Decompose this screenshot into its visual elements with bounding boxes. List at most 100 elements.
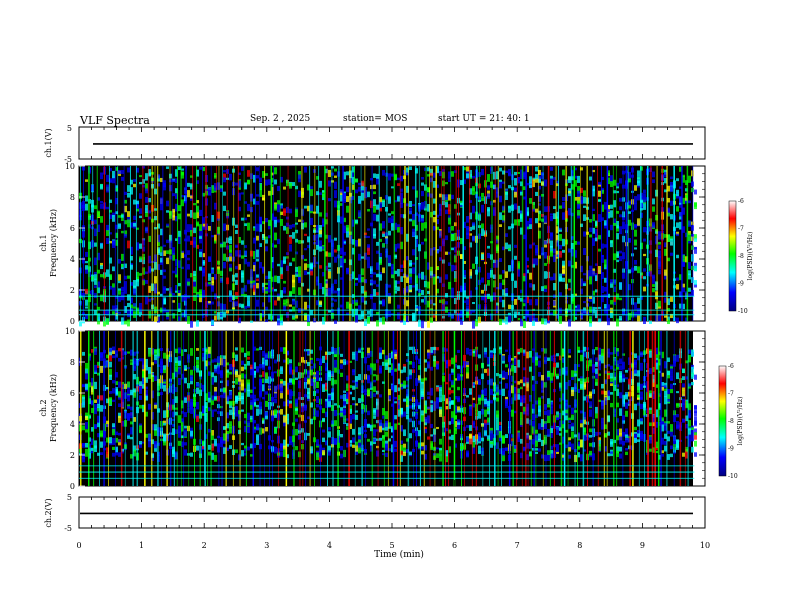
spectral-cell	[175, 366, 178, 372]
spectral-cell	[307, 304, 310, 309]
spectral-cell	[583, 449, 586, 452]
spectral-cell	[340, 203, 343, 206]
spectral-cell	[421, 381, 424, 390]
spectral-cell	[322, 429, 325, 433]
spectral-cell	[358, 195, 361, 204]
spectral-cell	[310, 378, 313, 386]
spectral-cell	[424, 405, 427, 413]
spectral-cell	[391, 426, 394, 433]
spectral-cell	[433, 225, 436, 229]
spectral-cell	[682, 287, 685, 293]
spectral-cell	[352, 428, 355, 435]
spectral-cell	[178, 431, 181, 438]
spectral-cell	[229, 249, 232, 256]
spectral-cell	[544, 252, 547, 259]
spectral-cell	[502, 170, 505, 175]
spectral-cell	[466, 395, 469, 398]
spectral-cell	[463, 167, 466, 171]
spectral-cell	[187, 250, 190, 255]
spectral-cell	[526, 418, 529, 424]
spectral-cell	[598, 354, 601, 362]
spectral-cell	[544, 271, 547, 279]
spectral-cell	[406, 414, 409, 420]
spectral-cell	[454, 232, 457, 241]
spectral-cell	[421, 271, 424, 280]
spectral-cell	[592, 169, 595, 173]
spectral-cell	[388, 310, 391, 318]
spectral-cell	[238, 454, 241, 461]
sferic-line	[622, 166, 624, 321]
spectral-cell	[376, 420, 379, 424]
spectral-cell	[172, 384, 175, 389]
spectral-cell	[523, 316, 526, 319]
spectral-cell	[250, 454, 253, 457]
spectral-cell	[127, 389, 130, 397]
spectral-cell	[595, 237, 598, 242]
spectral-cell	[448, 217, 451, 225]
spectral-cell	[532, 284, 535, 291]
spectral-cell	[379, 223, 382, 231]
spectral-cell	[178, 440, 181, 446]
spectral-cell	[613, 268, 616, 273]
spectral-cell	[268, 286, 271, 293]
spectral-cell	[496, 419, 499, 426]
spectral-cell	[211, 372, 214, 378]
spectral-cell	[274, 232, 277, 241]
spectral-cell	[664, 178, 667, 184]
spectral-cell	[199, 235, 202, 239]
spectral-cell	[130, 362, 133, 365]
spectral-cell	[274, 359, 277, 364]
spectral-cell	[187, 182, 190, 187]
spectral-cell	[229, 290, 232, 296]
spectral-cell	[331, 312, 334, 319]
spectral-cell	[127, 309, 130, 318]
spectral-cell	[550, 312, 553, 315]
spectral-cell	[145, 173, 148, 181]
spectral-cell	[202, 348, 205, 352]
spectral-cell	[502, 355, 505, 361]
spectral-cell	[256, 282, 259, 289]
spectral-cell	[154, 215, 157, 221]
spectral-cell	[409, 200, 412, 208]
spectral-cell	[373, 409, 376, 415]
spectral-cell	[556, 218, 559, 226]
spectral-cell	[508, 205, 511, 213]
spectral-cell	[247, 389, 250, 397]
spectral-cell	[97, 269, 100, 274]
sferic-line	[243, 166, 245, 321]
spectral-cell	[268, 179, 271, 185]
spectral-cell	[508, 312, 511, 316]
spectral-cell	[292, 274, 295, 283]
spectral-cell	[208, 283, 211, 287]
spectral-cell	[505, 242, 508, 250]
spectral-cell	[403, 451, 406, 457]
sferic-line	[666, 166, 668, 321]
spectral-cell	[229, 238, 232, 245]
spectral-cell	[394, 423, 397, 430]
spectral-cell	[571, 422, 574, 427]
spectral-cell	[253, 386, 256, 390]
spectral-cell	[163, 420, 166, 424]
spectral-cell	[430, 270, 433, 276]
spectral-cell	[367, 263, 370, 269]
spectral-cell	[358, 450, 361, 454]
spectral-cell	[346, 426, 349, 430]
spectral-cell	[235, 265, 238, 270]
spectral-cell	[376, 398, 379, 406]
spectrogram-ytick-label: 2	[70, 286, 75, 295]
spectral-cell	[88, 443, 91, 449]
spectral-cell	[574, 197, 577, 201]
spectral-cell	[592, 297, 595, 304]
spectral-cell	[283, 439, 286, 448]
spectral-cell	[121, 176, 124, 181]
spectral-cell	[133, 417, 136, 422]
spectral-cell	[187, 264, 190, 270]
spectral-cell	[85, 362, 88, 370]
spectral-cell	[418, 405, 421, 409]
spectral-cell	[106, 230, 109, 237]
spectral-cell	[343, 258, 346, 263]
spectral-cell	[478, 379, 481, 385]
spectral-cell	[295, 409, 298, 415]
spectral-cell	[136, 271, 139, 280]
spectral-cell	[322, 289, 325, 295]
